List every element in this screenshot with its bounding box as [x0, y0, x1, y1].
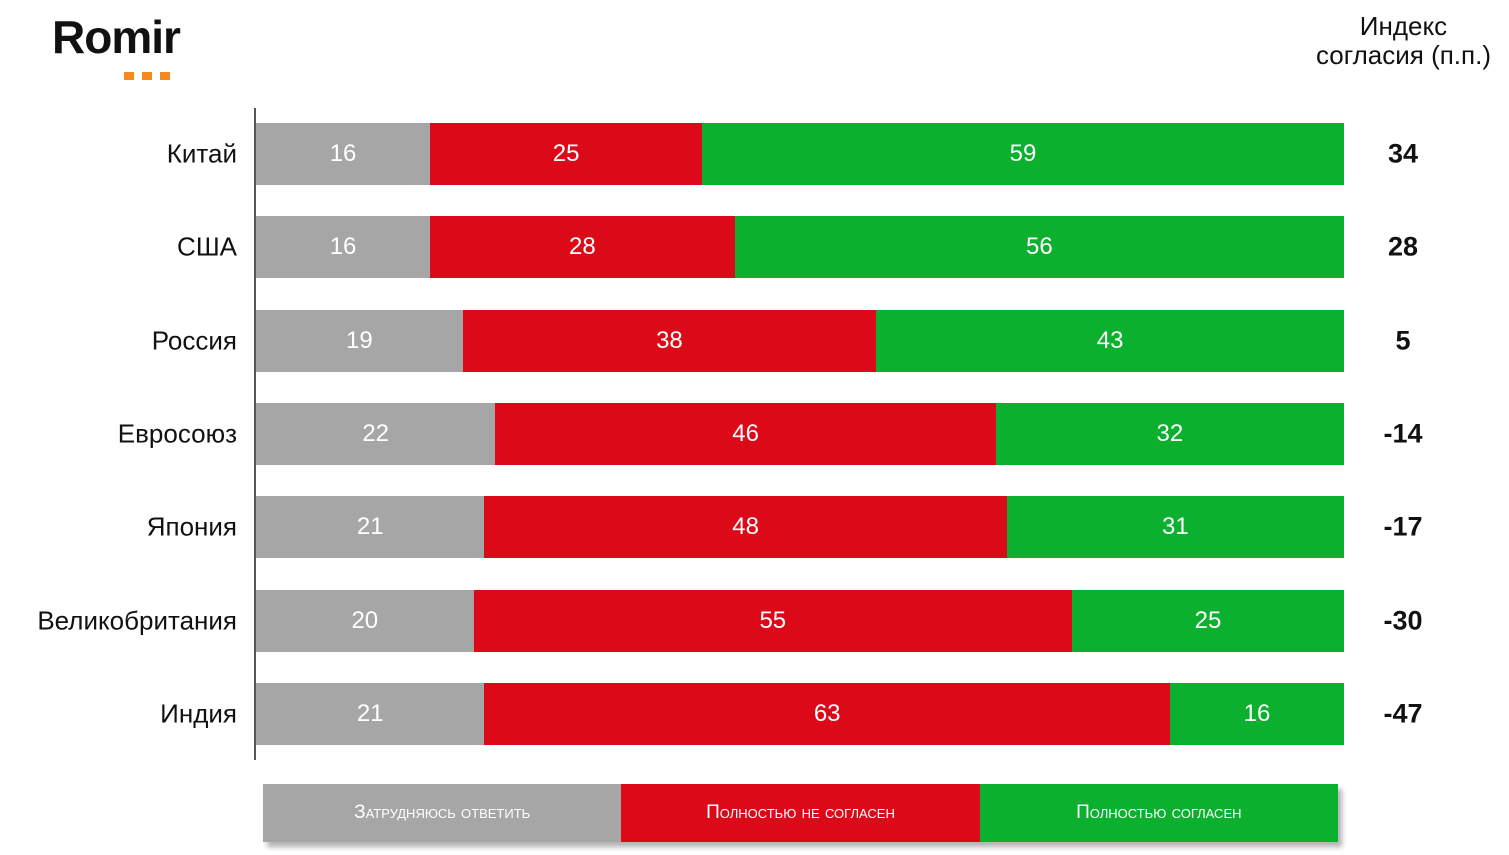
- data-label: 43: [1096, 326, 1124, 354]
- data-label: 16: [329, 233, 357, 261]
- index-title-line: согласия (п.п.): [1315, 40, 1491, 70]
- bar-segment: 20: [256, 589, 474, 652]
- bar-segment: 28: [430, 216, 735, 279]
- data-label: 25: [552, 140, 580, 167]
- logo-dot: [142, 72, 152, 80]
- data-label: 56: [1026, 233, 1053, 261]
- category-label: Россия: [151, 325, 237, 356]
- logo-text: Romir: [52, 11, 181, 63]
- category-label: Китай: [166, 138, 237, 169]
- category-label: США: [177, 231, 237, 262]
- bar-segment: 19: [256, 309, 463, 372]
- bar-segment: 46: [495, 402, 996, 465]
- data-label: 16: [329, 140, 357, 167]
- index-value: 34: [1387, 138, 1419, 169]
- bar-segment: 22: [256, 402, 496, 465]
- category-label: Евросоюз: [117, 418, 237, 449]
- data-label: 25: [1194, 606, 1222, 634]
- category-label: Япония: [146, 511, 237, 542]
- data-label: 21: [356, 699, 384, 727]
- bar-segment: 31: [1006, 496, 1344, 559]
- data-label: 59: [1009, 140, 1037, 167]
- data-label: 38: [656, 326, 683, 354]
- data-label: 16: [1243, 699, 1271, 727]
- index-column-title: Индекс согласия (п.п.): [1316, 12, 1491, 70]
- index-value: 5: [1395, 325, 1411, 356]
- legend-item: Полностью согласен: [979, 784, 1338, 842]
- data-label: 31: [1162, 513, 1189, 541]
- bar-segment: 32: [995, 402, 1344, 465]
- data-label: 32: [1156, 419, 1184, 447]
- romir-logo: Romir: [52, 10, 212, 80]
- category-axis-line: [254, 108, 256, 760]
- data-label: 55: [759, 606, 787, 634]
- bar-segment: 16: [1169, 682, 1344, 745]
- data-label: 63: [813, 699, 841, 727]
- bar-segment: 25: [430, 123, 703, 185]
- bar-segment: 21: [256, 682, 485, 745]
- bar-segment: 21: [256, 496, 485, 559]
- chart-legend: Затрудняюсь ответить Полностью не согласе…: [263, 784, 1338, 842]
- data-label: 28: [569, 233, 596, 261]
- data-label: 21: [356, 513, 384, 541]
- index-title-line: Индекс: [1359, 11, 1448, 41]
- index-value: -30: [1383, 605, 1423, 635]
- bar-segment: 48: [484, 496, 1007, 559]
- category-label: Индия: [160, 698, 237, 729]
- index-value: 28: [1387, 231, 1419, 262]
- legend-item: Затрудняюсь ответить: [263, 784, 622, 842]
- bar-segment: 38: [462, 309, 877, 372]
- bar-segment: 16: [256, 123, 431, 185]
- data-label: 46: [732, 419, 759, 447]
- data-label: 22: [362, 419, 390, 447]
- bar-segment: 55: [473, 589, 1072, 652]
- index-value: -47: [1383, 698, 1423, 729]
- logo-dot: [124, 72, 134, 80]
- bar-segment: 59: [702, 123, 1344, 185]
- logo-dot: [160, 72, 170, 80]
- bar-segment: 25: [1072, 589, 1344, 652]
- bar-segment: 16: [256, 216, 431, 279]
- index-value: -17: [1383, 511, 1423, 542]
- data-label: 48: [732, 513, 759, 541]
- legend-item: Полностью не согласен: [621, 784, 980, 842]
- bar-segment: 63: [484, 682, 1170, 745]
- bar-segment: 43: [876, 309, 1344, 372]
- bar-segment: 56: [734, 216, 1344, 279]
- category-label: Великобритания: [37, 605, 237, 635]
- data-label: 20: [351, 606, 379, 634]
- data-label: 19: [346, 326, 373, 354]
- index-value: -14: [1383, 418, 1423, 449]
